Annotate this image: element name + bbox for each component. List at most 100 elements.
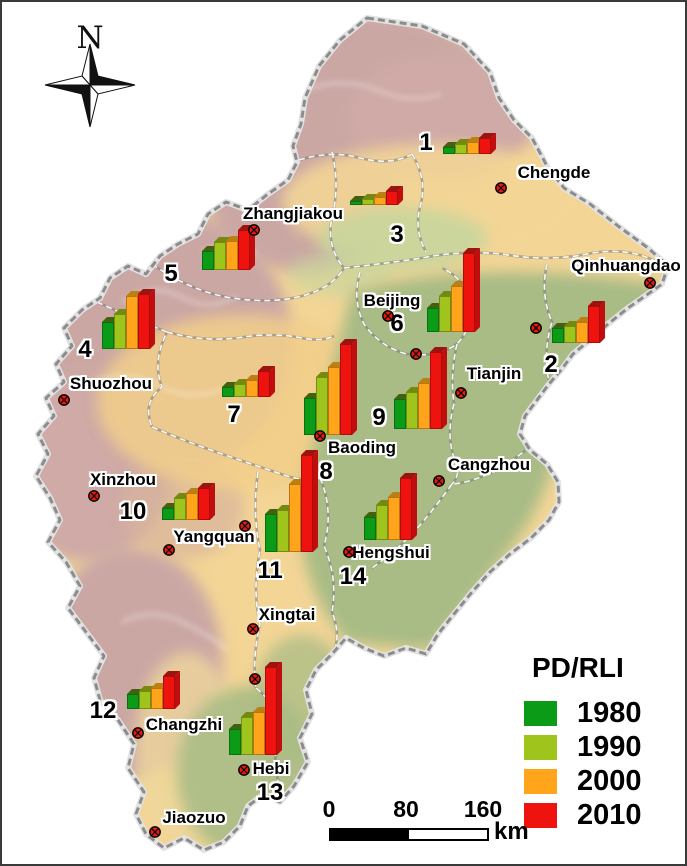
bar-2010-region-7 [258,371,270,397]
bar-chart-region-9 [394,346,447,429]
legend-swatch-2010 [524,803,557,828]
bar-1990-region-6 [439,296,451,332]
bar-1980-region-8 [304,398,316,435]
city-label-beijing: Beijing [363,291,421,310]
bar-2000-region-8 [328,367,340,435]
bar-2000-region-1 [467,142,479,154]
bar-1980-region-1 [443,147,455,154]
bar-2010-region-3 [386,191,398,205]
bar-2000-region-4 [126,296,138,349]
legend-swatch-1990 [524,735,557,760]
city-marker-jiaozuo [149,826,162,839]
city-marker-hebi [238,764,251,777]
bar-1990-region-13 [241,717,253,755]
region-number-4: 4 [78,336,92,363]
legend-label-1980: 1980 [577,697,642,729]
legend-swatch-1980 [524,701,557,726]
bar-2000-region-9 [418,383,430,429]
bar-1990-region-10 [174,498,186,520]
bar-2010-region-1 [479,138,491,154]
bar-2010-region-5 [238,230,250,270]
bar-1980-region-9 [394,399,406,429]
region-number-12: 12 [89,697,117,724]
bar-2000-region-6 [451,286,463,332]
region-number-7: 7 [227,401,241,428]
bar-1990-region-9 [406,392,418,429]
bar-1990-region-4 [114,314,126,349]
city-marker-beijing [382,310,395,323]
city-marker-yangquan [163,544,176,557]
bar-2000-region-13 [253,712,265,755]
city-marker-unlabeled-3 [239,520,252,533]
city-marker-xingtai [247,623,260,636]
bar-2000-region-10 [186,493,198,520]
bar-chart-region-10 [162,482,215,520]
bar-1990-region-2 [564,326,576,343]
city-label-zhangjiakou: Zhangjiakou [242,204,344,223]
bar-chart-region-8 [304,338,357,435]
bar-2010-region-4 [138,294,150,349]
scale-bar-track [329,828,489,841]
bar-chart-region-13 [229,661,282,755]
legend-label-2010: 2010 [577,799,642,831]
region-number-5: 5 [164,260,178,287]
legend-entry-2000: 2000 [524,765,642,797]
city-label-cangzhou: Cangzhou [447,455,531,474]
compass: N [32,12,152,137]
region-number-1: 1 [419,129,433,156]
bar-chart-region-7 [222,365,275,397]
bar-1980-region-5 [202,251,214,270]
bar-1980-region-6 [427,308,439,332]
bar-2000-region-3 [374,197,386,205]
scale-tick-0: 0 [322,796,336,822]
bar-1980-region-3 [350,201,362,205]
scale-tick-160: 160 [463,796,503,822]
bar-chart-region-1 [443,132,496,154]
bar-1990-region-8 [316,377,328,435]
bar-2000-region-5 [226,241,238,270]
bar-chart-region-3 [350,185,403,205]
bar-2000-region-7 [246,380,258,397]
bar-1990-region-5 [214,242,226,270]
bar-1980-region-13 [229,729,241,755]
bar-chart-region-5 [202,224,255,270]
bar-2010-region-8 [340,344,352,435]
bar-2010-region-12 [163,676,175,709]
scale-tick-80: 80 [393,796,419,822]
bar-2010-region-13 [265,667,277,755]
bar-1980-region-4 [102,322,114,349]
bar-1990-region-7 [234,384,246,397]
legend-entry-1990: 1990 [524,731,642,763]
bar-chart-region-4 [102,288,155,349]
region-number-2: 2 [544,351,558,378]
scale-unit-label: km [494,818,529,845]
bar-2010-region-14 [400,478,412,540]
city-label-yangquan: Yangquan [173,527,255,546]
bar-2010-region-10 [198,488,210,520]
city-marker-cangzhou [433,475,446,488]
region-number-3: 3 [390,221,404,248]
city-marker-hengshui [343,546,356,559]
legend-title: PD/RLI [532,652,624,683]
bar-1980-region-2 [552,328,564,343]
bar-1980-region-14 [364,517,376,540]
bar-1990-region-3 [362,199,374,205]
city-label-xinzhou: Xinzhou [89,470,157,489]
city-marker-unlabeled-1 [530,322,543,335]
city-label-changzhi: Changzhi [145,715,223,734]
bar-1990-region-12 [139,691,151,709]
bar-2000-region-14 [388,497,400,540]
bar-2010-region-9 [430,352,442,429]
region-number-11: 11 [257,557,283,584]
city-label-hengshui: Hengshui [352,543,430,562]
city-label-qinhuangdao: Qinhuangdao [571,256,681,275]
bar-2000-region-12 [151,688,163,709]
bar-1990-region-1 [455,144,467,154]
city-marker-chengde [495,182,508,195]
legend-label-1990: 1990 [577,731,642,763]
city-marker-changzhi [132,727,145,740]
bar-2000-region-11 [289,484,301,552]
scale-bar-filled-segment [331,830,409,839]
city-label-chengde: Chengde [517,163,591,182]
legend: PD/RLI 1980 1990 2000 2010 [524,652,642,836]
